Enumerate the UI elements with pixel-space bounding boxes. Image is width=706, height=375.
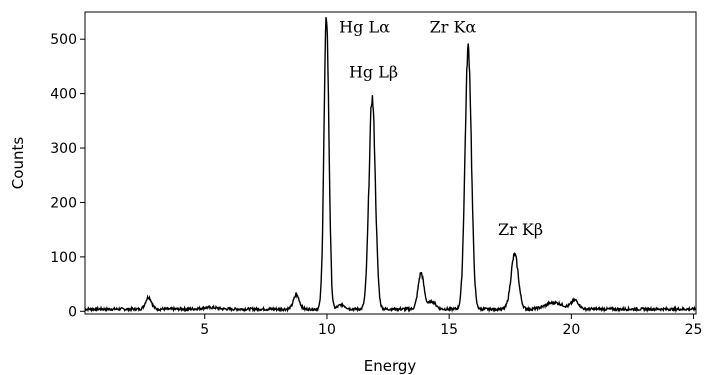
x-tick-label: 20 xyxy=(562,322,580,338)
x-axis-title: Energy xyxy=(364,357,417,375)
y-tick-label: 200 xyxy=(50,195,77,211)
peak-annotation-label: Hg Lβ xyxy=(349,62,398,81)
y-tick-label: 500 xyxy=(50,32,77,48)
x-tick-label: 5 xyxy=(200,322,209,338)
y-axis-title: Counts xyxy=(9,137,27,190)
plot-background xyxy=(85,12,696,314)
y-tick-label: 300 xyxy=(50,141,77,157)
peak-annotations: Hg Lα Hg Lβ Zr Kα Zr Kβ xyxy=(339,18,543,239)
peak-annotation-label: Zr Kβ xyxy=(498,220,543,239)
x-tick-label: 25 xyxy=(685,322,703,338)
x-tick-label: 10 xyxy=(318,322,336,338)
peak-annotation-label: Zr Kα xyxy=(430,18,477,37)
y-tick-label: 400 xyxy=(50,87,77,103)
y-tick-label: 100 xyxy=(50,250,77,266)
plot-frame xyxy=(84,11,697,315)
peak-annotation-label: Hg Lα xyxy=(339,18,390,37)
spectrum-line xyxy=(85,17,696,314)
x-axis-ticks: 5 10 15 20 25 xyxy=(200,314,702,338)
x-tick-label: 15 xyxy=(440,322,458,338)
y-axis-ticks: 0 100 200 300 400 500 xyxy=(50,32,85,320)
y-tick-label: 0 xyxy=(68,304,77,320)
